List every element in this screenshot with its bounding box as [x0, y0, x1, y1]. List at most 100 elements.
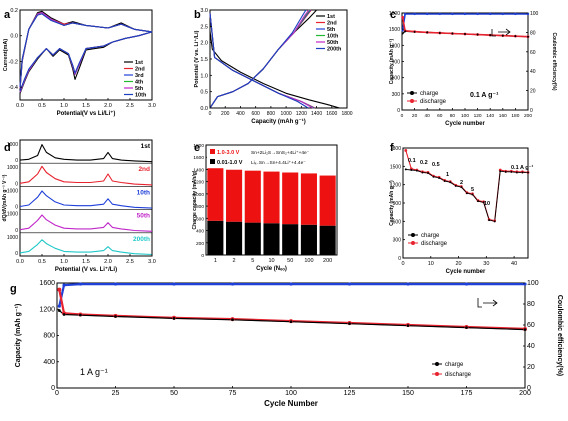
y-tick-label: 0 [398, 256, 401, 262]
x-tick-label: 2 [233, 258, 236, 264]
charge-point [413, 30, 416, 33]
discharge-point [401, 15, 405, 19]
charge-point [527, 35, 529, 38]
panel-letter: e [194, 142, 200, 154]
legend-label-a: 10th [135, 93, 147, 99]
y-tick-label: 0 [15, 228, 18, 234]
x-tick-label: 600 [251, 111, 260, 117]
stack-label: 200th [133, 236, 150, 243]
legend-swatch [210, 149, 215, 154]
y-tick-label: 0.2 [10, 8, 18, 14]
bar-lower-10 [263, 223, 280, 255]
legend-label: charge [420, 91, 439, 97]
panel-letter: g [10, 283, 17, 295]
ce-point [172, 282, 176, 286]
y-tick-label: 1200 [193, 180, 204, 186]
y-tick-label: 300 [393, 238, 402, 244]
x-tick-label: 100 [285, 390, 297, 397]
x-tick-label: 800 [267, 111, 276, 117]
y-tick-label: 600 [392, 76, 401, 82]
charge-point [493, 220, 496, 223]
charge-point [465, 192, 468, 195]
x-tick-label: 180 [511, 113, 519, 119]
legend-swatch [210, 159, 215, 164]
y-tick-label: 1200 [39, 306, 55, 313]
legend-label-b: 10th [327, 34, 339, 40]
x-tick-label: 10 [268, 258, 274, 264]
x-axis-label: Cycle Number [264, 399, 318, 408]
charge-point [460, 186, 463, 189]
legend-label-a: 2nd [135, 67, 145, 73]
legend-label-b: 200th [327, 47, 342, 53]
discharge-line [401, 17, 529, 38]
charge-point [527, 171, 529, 174]
charge-point [426, 31, 429, 34]
charge-point [404, 168, 407, 171]
x-tick-label: 120 [474, 113, 482, 119]
x-axis-label: Capacity (mAh g⁻¹) [251, 118, 306, 125]
x-tick-label: 150 [402, 390, 414, 397]
legend-label: discharge [421, 241, 448, 247]
ce-point [501, 12, 504, 16]
x-tick-label: 2.5 [126, 103, 134, 109]
x-tick-label: 1600 [326, 111, 337, 117]
x-tick-label: 1.0 [60, 259, 68, 265]
y-right-tick-label: 100 [527, 280, 539, 287]
y-tick-label: 1200 [390, 183, 401, 189]
legend-marker [411, 241, 415, 245]
charge-point [406, 324, 410, 328]
y-tick-label: 2.5 [200, 24, 208, 30]
charge-point [465, 326, 468, 330]
legend-label: 0.01-1.0 V [217, 160, 243, 166]
x-tick-label: 1800 [341, 111, 352, 117]
x-axis-label: Potential(V vs Li/Li⁺) [57, 110, 116, 117]
x-tick-label: 25 [112, 390, 120, 397]
ce-point [438, 12, 441, 16]
charge-point [501, 34, 504, 37]
panel-e: e 1 2 5 10 50 100 200 0 200 400 600 800 1000 1200 1400 1… [192, 142, 338, 272]
charge-point [432, 175, 435, 178]
x-tick-label: 200 [519, 390, 531, 397]
ce-point [463, 12, 467, 16]
ce-point [347, 282, 352, 286]
x-tick-label: 200 [221, 111, 230, 117]
x-tick-label: 100 [304, 258, 313, 264]
charge-point [499, 170, 502, 173]
x-tick-label: 30 [483, 261, 489, 267]
legend-marker [411, 233, 415, 237]
panel-a: a 0.0 0.5 1.0 1.5 2.0 2.5 3.0 0.2 0.0 -0.2 -0.4 Pote… [3, 8, 156, 117]
ce-point [489, 12, 492, 16]
y-tick-label: 800 [43, 333, 55, 340]
y-tick-label: 800 [196, 204, 204, 210]
y-right-tick-label: 40 [530, 69, 536, 75]
charge-point [514, 35, 517, 38]
bar-upper-50 [282, 172, 299, 225]
y-tick-label: 0 [51, 385, 55, 392]
y-tick-label: 3.0 [200, 8, 208, 14]
y-axis-label: dQ/dV(mAh g⁻¹ V⁻¹) [2, 174, 8, 221]
ce-point [514, 12, 517, 16]
y-tick-label: 600 [393, 219, 402, 225]
legend-marker [435, 372, 439, 376]
legend-marker [435, 362, 439, 366]
x-tick-label: 1000 [281, 111, 292, 117]
ce-line [401, 13, 528, 31]
ce-point [62, 283, 66, 287]
y-tick-label: 0 [15, 205, 18, 211]
x-tick-label: 20 [455, 261, 461, 267]
y-axis-label: Potential (V vs. Li⁺/Li) [193, 30, 200, 87]
y-right-tick-label: 60 [530, 50, 536, 56]
y-tick-label: 1000 [7, 212, 18, 218]
x-tick-label: 0 [401, 113, 404, 119]
bar-lower-5 [244, 222, 261, 255]
charge-point [427, 172, 429, 175]
bar-upper-1 [207, 168, 224, 221]
cv-curve-4th [19, 12, 153, 93]
charge-point [172, 317, 176, 320]
y-tick-label: 1000 [7, 165, 18, 171]
ce-point [78, 282, 82, 286]
panel-letter: b [194, 9, 201, 21]
charge-point [464, 33, 466, 36]
dqdv-curve-50th [19, 214, 153, 232]
